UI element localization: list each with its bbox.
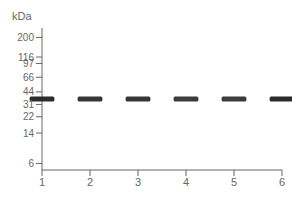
svg-text:200: 200 — [17, 32, 34, 43]
html-text:kDa: kDa — [12, 10, 32, 22]
svg-text:31: 31 — [23, 99, 35, 110]
svg-text:14: 14 — [23, 128, 35, 139]
svg-text:4: 4 — [183, 176, 189, 188]
svg-text:2: 2 — [87, 176, 93, 188]
svg-text:22: 22 — [23, 111, 35, 122]
svg-text:5: 5 — [231, 176, 237, 188]
svg-text:44: 44 — [23, 86, 35, 97]
svg-text:6: 6 — [28, 158, 34, 169]
svg-text:6: 6 — [279, 176, 285, 188]
svg-text:1: 1 — [39, 176, 45, 188]
svg-text:66: 66 — [23, 72, 35, 83]
svg-text:3: 3 — [135, 176, 141, 188]
svg-text:97: 97 — [23, 58, 35, 69]
